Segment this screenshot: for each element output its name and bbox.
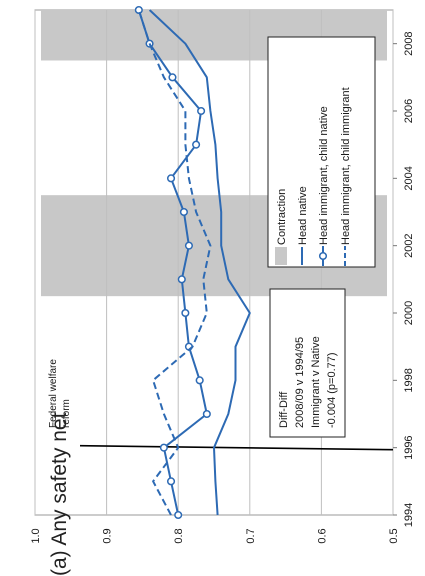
series-line-2 [137, 9, 212, 516]
legend-swatch-marker [318, 251, 328, 261]
year-tick-label: 1998 [403, 368, 415, 392]
data-point [181, 308, 190, 318]
legend-entry: Head immigrant, child native [318, 106, 330, 245]
data-point [174, 510, 183, 520]
value-tick-label: 1.0 [30, 528, 42, 543]
annotation-box: Diff-Diff 2008/09 v 1994/95 Immigrant v Na… [269, 288, 346, 438]
data-point [177, 275, 186, 284]
data-point [202, 409, 211, 419]
year-tick-label: 1994 [403, 503, 415, 527]
series-line-1 [137, 9, 208, 516]
data-point [184, 241, 193, 250]
value-tick-label: 0.5 [388, 528, 400, 543]
value-tick-label: 0.8 [173, 528, 185, 543]
axes: 0.5 0.6 0.7 0.8 0.9 1.0 1994 1996 1998 2000 2002 20… [30, 31, 415, 543]
data-point [166, 174, 176, 183]
reform-label: Federal welfare [48, 359, 59, 428]
legend-entry: Contraction [276, 189, 288, 245]
reform-label: reform [61, 399, 72, 428]
series-lines [134, 5, 251, 520]
annotation-frame [269, 288, 346, 438]
year-tick-label: 2000 [403, 301, 415, 325]
value-tick-label: 0.6 [316, 528, 328, 543]
data-point [192, 140, 201, 149]
annotation-line: Diff-Diff [278, 391, 290, 428]
chart: 0.5 0.6 0.7 0.8 0.9 1.0 1994 1996 1998 2000 2002 20… [30, 5, 415, 544]
legend-entry: Head immigrant, child immigrant [340, 87, 352, 245]
data-point [179, 207, 188, 217]
figure-caption: (a) Any safety net [48, 412, 71, 576]
value-tick-label: 0.9 [102, 528, 114, 543]
value-tick-label: 0.7 [245, 528, 257, 543]
series-line-0 [148, 9, 251, 516]
legend-entry: Head native [297, 186, 309, 245]
data-point [166, 477, 176, 486]
data-point [197, 106, 206, 116]
reform-line [79, 444, 394, 451]
legend-box [267, 36, 376, 268]
year-tick-label: 2002 [403, 233, 415, 257]
reform-marker: Federal welfare reform [48, 359, 394, 451]
annotation-line: Immigrant v Native [310, 336, 322, 428]
legend-swatch [275, 247, 287, 265]
data-point [159, 443, 168, 452]
annotation-line: 2008/09 v 1994/95 [294, 337, 306, 428]
year-tick-label: 2004 [403, 166, 415, 190]
data-point [195, 376, 204, 385]
year-tick-label: 1996 [403, 435, 415, 459]
data-point [168, 73, 177, 82]
year-tick-label: 2008 [403, 31, 415, 55]
annotation-line: -0.004 (p=0.77) [326, 352, 338, 428]
year-tick-label: 2006 [403, 99, 415, 123]
legend: Contraction Head native Head immigrant, ch… [267, 36, 376, 268]
